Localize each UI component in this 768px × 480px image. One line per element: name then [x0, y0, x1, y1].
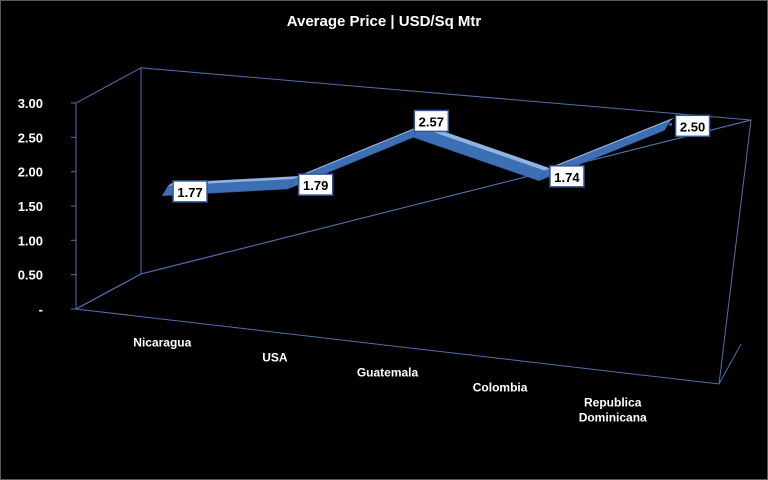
data-point [166, 188, 170, 192]
data-point [292, 181, 296, 185]
chart-title: Average Price | USD/Sq Mtr [287, 13, 482, 30]
data-labels: 1.77 1.79 2.57 1.74 2.50 [172, 109, 711, 203]
svg-text:1.77: 1.77 [177, 185, 202, 200]
data-label: 2.57 [413, 109, 450, 133]
line-segment-top [419, 124, 549, 171]
y-tick-label: 1.50 [18, 199, 43, 214]
data-label: 1.79 [297, 173, 334, 196]
y-tick-label: 3.00 [18, 96, 43, 111]
side-wall [75, 67, 142, 310]
x-tick-label: Guatemala [357, 366, 419, 380]
x-tick-label: Republica Dominicana [579, 396, 647, 425]
y-tick-label: 2.00 [18, 165, 43, 180]
line-segment [412, 127, 546, 182]
data-label: 1.77 [172, 180, 208, 203]
x-axis-ticks: Nicaragua USA Guatemala Colombia Republica Do… [133, 336, 647, 425]
data-label: 2.50 [674, 114, 711, 138]
y-tick-label: 2.50 [18, 130, 43, 145]
back-wall [140, 67, 752, 275]
y-tick-label: 1.00 [18, 233, 43, 248]
svg-text:2.57: 2.57 [419, 114, 444, 129]
floor-edge [718, 343, 742, 385]
x-tick-label: Nicaragua [133, 336, 191, 350]
data-point [669, 122, 673, 126]
line-segment-top [544, 117, 675, 171]
svg-text:1.79: 1.79 [303, 178, 328, 193]
data-label: 1.74 [549, 165, 585, 188]
line-segment-top [293, 124, 424, 180]
x-tick-label: USA [262, 351, 288, 365]
y-axis-ticks: - 0.50 1.00 1.50 2.00 2.50 3.00 [18, 96, 76, 317]
y-tick-label: - [39, 302, 43, 317]
x-tick-label: Colombia [473, 381, 528, 395]
svg-text:1.74: 1.74 [554, 170, 580, 185]
data-point [543, 173, 547, 177]
svg-text:2.50: 2.50 [680, 119, 705, 134]
y-tick-label: 0.50 [18, 268, 43, 283]
